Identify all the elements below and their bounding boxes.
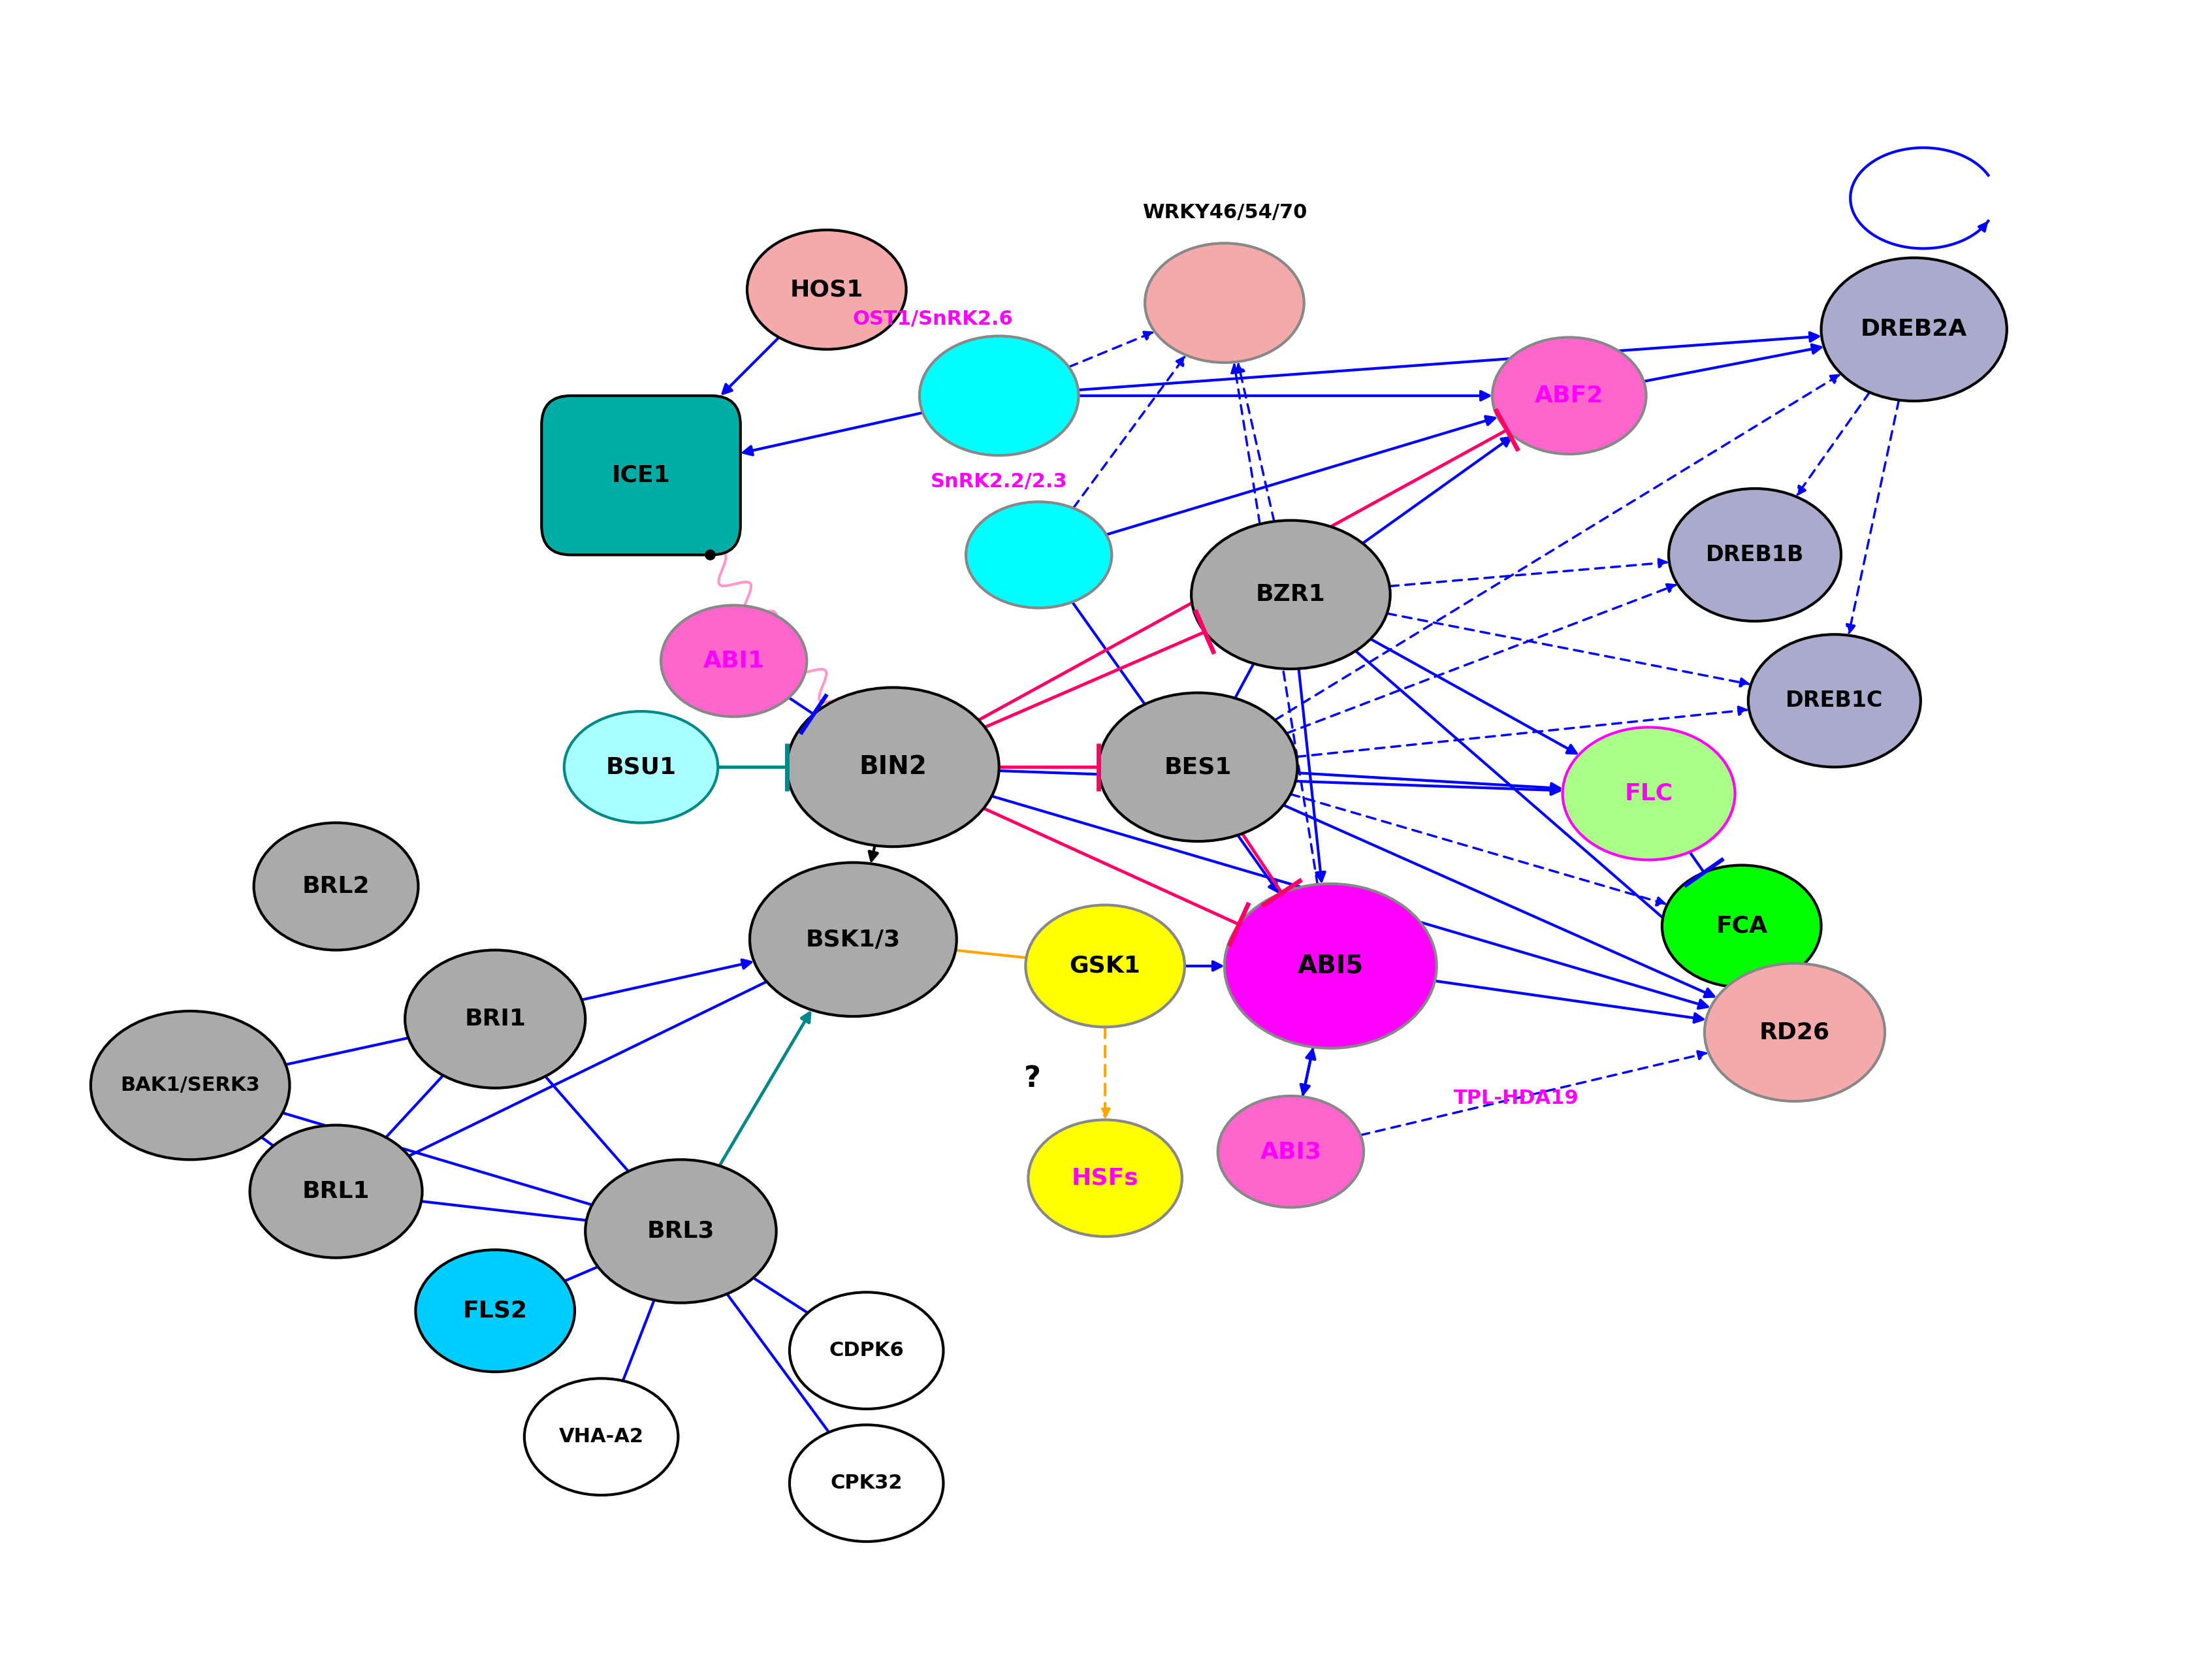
Ellipse shape (1663, 865, 1821, 988)
Ellipse shape (967, 502, 1112, 608)
Ellipse shape (90, 1011, 290, 1159)
Text: FLC: FLC (1624, 783, 1672, 805)
Ellipse shape (1145, 244, 1305, 363)
Ellipse shape (921, 336, 1079, 455)
Ellipse shape (415, 1250, 576, 1373)
Text: FCA: FCA (1716, 916, 1766, 937)
Text: BSK1/3: BSK1/3 (806, 929, 901, 951)
Text: RD26: RD26 (1760, 1021, 1830, 1043)
Ellipse shape (1217, 1095, 1364, 1208)
Ellipse shape (1670, 489, 1841, 622)
Ellipse shape (787, 687, 1000, 847)
Text: GSK1: GSK1 (1070, 954, 1140, 978)
Ellipse shape (525, 1379, 679, 1495)
Text: ICE1: ICE1 (611, 464, 670, 487)
Ellipse shape (749, 862, 956, 1016)
Ellipse shape (1026, 906, 1184, 1026)
Ellipse shape (661, 605, 806, 717)
Ellipse shape (1821, 257, 2006, 402)
Ellipse shape (1224, 884, 1437, 1048)
Ellipse shape (404, 951, 584, 1089)
Text: DREB1C: DREB1C (1786, 690, 1883, 712)
Text: BIN2: BIN2 (859, 754, 927, 780)
Text: SnRK2.2/2.3: SnRK2.2/2.3 (932, 472, 1068, 491)
Ellipse shape (584, 1159, 776, 1304)
Text: BRI1: BRI1 (464, 1008, 525, 1030)
Ellipse shape (1191, 521, 1391, 669)
Text: WRKY46/54/70: WRKY46/54/70 (1142, 203, 1307, 222)
Ellipse shape (250, 1126, 422, 1258)
Text: OST1/SnRK2.6: OST1/SnRK2.6 (852, 309, 1013, 328)
Text: BSU1: BSU1 (606, 756, 677, 778)
Text: BAK1/SERK3: BAK1/SERK3 (121, 1075, 259, 1095)
FancyBboxPatch shape (543, 396, 740, 554)
Text: DREB2A: DREB2A (1861, 318, 1966, 341)
Text: CPK32: CPK32 (830, 1473, 903, 1494)
Text: TPL-HDA19: TPL-HDA19 (1454, 1089, 1580, 1109)
Text: BES1: BES1 (1164, 756, 1233, 778)
Text: BRL2: BRL2 (303, 875, 369, 897)
Ellipse shape (789, 1292, 943, 1410)
Text: ABI5: ABI5 (1298, 954, 1364, 978)
Text: CDPK6: CDPK6 (828, 1341, 903, 1361)
Text: BZR1: BZR1 (1257, 583, 1325, 606)
Text: BRL1: BRL1 (303, 1181, 369, 1203)
Ellipse shape (1098, 692, 1298, 842)
Text: ABI3: ABI3 (1261, 1141, 1323, 1163)
Text: ABF2: ABF2 (1536, 385, 1604, 407)
Ellipse shape (1492, 338, 1646, 454)
Ellipse shape (255, 823, 417, 951)
Ellipse shape (1749, 635, 1920, 768)
Text: BRL3: BRL3 (646, 1220, 714, 1242)
Text: ABI1: ABI1 (703, 650, 765, 672)
Ellipse shape (1705, 963, 1885, 1102)
Text: FLS2: FLS2 (464, 1300, 527, 1322)
Ellipse shape (747, 230, 905, 349)
Text: ?: ? (1024, 1065, 1041, 1092)
Ellipse shape (565, 711, 718, 823)
Ellipse shape (1028, 1121, 1182, 1236)
Text: VHA-A2: VHA-A2 (558, 1428, 644, 1446)
Ellipse shape (1562, 727, 1736, 860)
Text: HOS1: HOS1 (791, 279, 863, 301)
Text: DREB1B: DREB1B (1705, 544, 1804, 566)
Ellipse shape (789, 1425, 943, 1542)
Text: HSFs: HSFs (1072, 1168, 1138, 1189)
